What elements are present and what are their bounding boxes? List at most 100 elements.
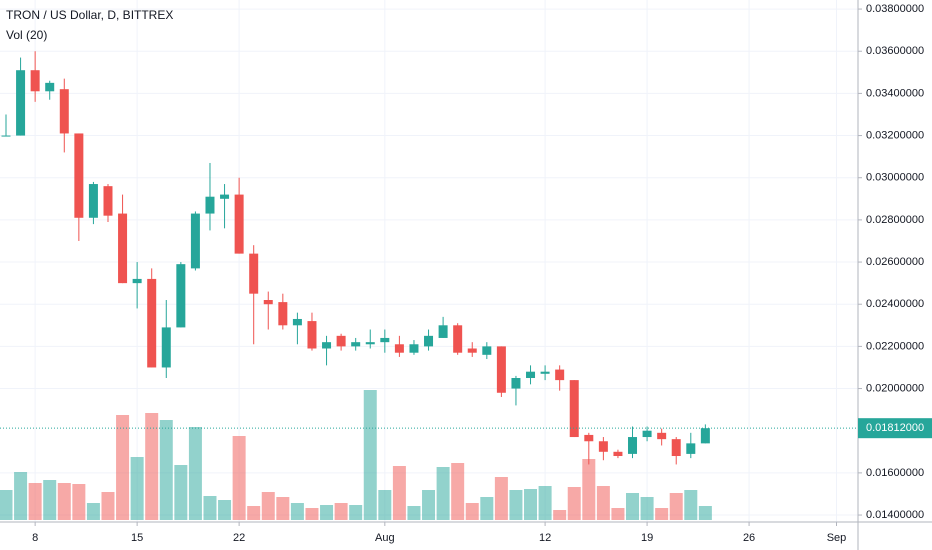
last-price-badge bbox=[858, 418, 932, 439]
volume-bar bbox=[145, 413, 159, 520]
volume-bar bbox=[334, 503, 348, 520]
x-tick-label: 19 bbox=[641, 532, 653, 544]
candle-body bbox=[642, 430, 652, 438]
volume-bar bbox=[174, 465, 188, 520]
candle-body bbox=[132, 278, 142, 284]
x-tick-label: 8 bbox=[32, 532, 38, 544]
volume-bar bbox=[378, 490, 392, 520]
candle-body bbox=[438, 325, 448, 338]
volume-bar bbox=[116, 415, 130, 520]
candle-body bbox=[220, 194, 230, 199]
candle-body bbox=[322, 342, 332, 349]
volume-label: Vol (20) bbox=[6, 28, 47, 42]
y-tick-label: 0.03200000 bbox=[866, 129, 924, 141]
candle-body bbox=[234, 194, 244, 254]
volume-bar bbox=[218, 500, 232, 520]
volume-bar bbox=[28, 483, 42, 520]
candle-body bbox=[190, 213, 200, 269]
volume-bar bbox=[451, 463, 465, 520]
y-tick-label: 0.01600000 bbox=[866, 467, 924, 479]
volume-bar bbox=[698, 506, 712, 520]
volume-bar bbox=[232, 436, 246, 520]
volume-bar bbox=[290, 503, 304, 520]
volume-bar bbox=[247, 506, 261, 520]
volume-bar bbox=[320, 505, 334, 520]
candle-body bbox=[380, 337, 390, 343]
candle-body bbox=[59, 89, 69, 134]
candle-body bbox=[147, 278, 157, 368]
volume-bar bbox=[684, 490, 698, 520]
volume-bar bbox=[626, 493, 640, 520]
volume-bar bbox=[72, 484, 86, 520]
volume-bar bbox=[582, 459, 596, 520]
volume-bar bbox=[596, 486, 610, 520]
chart-title: TRON / US Dollar, D, BITTREX bbox=[6, 8, 173, 22]
volume-bar bbox=[392, 466, 406, 520]
candle-body bbox=[511, 378, 521, 389]
y-tick-label: 0.02200000 bbox=[866, 340, 924, 352]
volume-bar bbox=[276, 497, 290, 520]
volume-bar bbox=[57, 483, 71, 520]
x-tick-label: 15 bbox=[131, 532, 143, 544]
candle-body bbox=[249, 253, 259, 294]
y-tick-label: 0.03600000 bbox=[866, 45, 924, 57]
y-tick-label: 0.03000000 bbox=[866, 172, 924, 184]
volume-bar bbox=[480, 497, 494, 520]
y-tick-label: 0.02800000 bbox=[866, 214, 924, 226]
candle-body bbox=[88, 184, 98, 218]
candle-body bbox=[700, 428, 710, 444]
volume-bar bbox=[465, 503, 479, 520]
candle-body bbox=[467, 348, 477, 353]
volume-bar bbox=[14, 472, 28, 520]
volume-bar bbox=[553, 510, 567, 520]
candle-body bbox=[118, 213, 128, 284]
x-tick-label: Aug bbox=[375, 532, 395, 544]
volume-bar bbox=[130, 457, 144, 520]
volume-bar bbox=[494, 477, 508, 520]
volume-bar bbox=[349, 505, 363, 520]
volume-bar bbox=[86, 503, 100, 520]
y-tick-label: 0.03400000 bbox=[866, 87, 924, 99]
candle-body bbox=[569, 380, 579, 438]
candle-body bbox=[598, 441, 608, 452]
candle-body bbox=[526, 371, 536, 379]
candle-body bbox=[45, 82, 55, 92]
candle-body bbox=[555, 369, 565, 381]
candle-body bbox=[482, 346, 492, 355]
candle-body bbox=[657, 432, 667, 440]
candle-body bbox=[16, 70, 26, 136]
y-tick-label: 0.01400000 bbox=[866, 509, 924, 521]
volume-bar bbox=[203, 496, 217, 520]
volume-bar bbox=[305, 508, 319, 520]
volume-bar bbox=[407, 506, 421, 520]
candle-body bbox=[74, 133, 84, 218]
candle-body bbox=[496, 346, 506, 393]
candle-body bbox=[671, 439, 681, 457]
volume-bar bbox=[101, 492, 115, 520]
volume-bar bbox=[509, 490, 523, 520]
y-tick-label: 0.02000000 bbox=[866, 382, 924, 394]
volume-bar bbox=[538, 486, 552, 520]
x-tick-label: Sep bbox=[827, 532, 847, 544]
candle-body bbox=[176, 264, 186, 328]
volume-bar bbox=[524, 489, 538, 520]
volume-bar bbox=[655, 508, 669, 520]
candle-body bbox=[30, 70, 40, 92]
volume-bar bbox=[363, 390, 377, 520]
candle-body bbox=[409, 344, 419, 353]
volume-bar bbox=[640, 497, 654, 520]
candle-body bbox=[584, 434, 594, 442]
candle-body bbox=[278, 302, 288, 326]
x-tick-label: 12 bbox=[539, 532, 551, 544]
candle-body bbox=[103, 186, 113, 216]
x-tick-label: 22 bbox=[233, 532, 245, 544]
candle-body bbox=[365, 342, 375, 345]
volume-bar bbox=[567, 487, 581, 520]
volume-bar bbox=[188, 427, 202, 520]
candle-body bbox=[1, 135, 11, 137]
candle-body bbox=[628, 437, 638, 454]
candle-body bbox=[292, 318, 302, 326]
candle-body bbox=[686, 443, 696, 454]
candle-body bbox=[263, 300, 273, 305]
